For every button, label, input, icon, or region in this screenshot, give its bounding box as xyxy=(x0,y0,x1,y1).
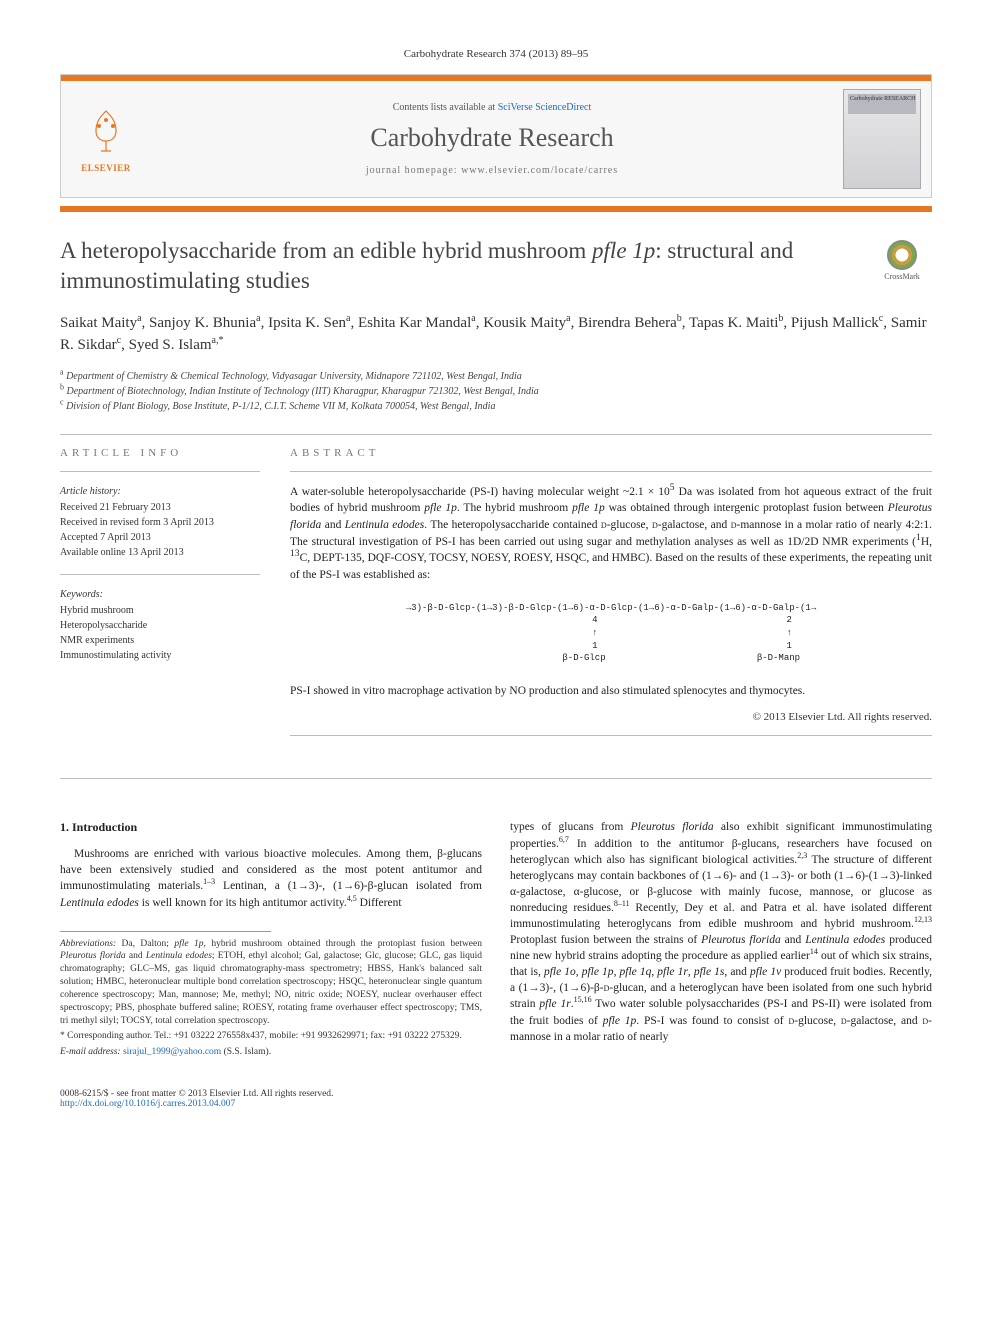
elsevier-tree-icon xyxy=(81,106,131,156)
abbreviations-footnote: Abbreviations: Da, Dalton; pfle 1p, hybr… xyxy=(60,938,482,1028)
abstract-tail: PS-I showed in vitro macrophage activati… xyxy=(290,683,932,700)
keyword-line: Heteropolysaccharide xyxy=(60,618,260,633)
journal-reference: Carbohydrate Research 374 (2013) 89–95 xyxy=(60,48,932,60)
affiliations: a Department of Chemistry & Chemical Tec… xyxy=(60,369,932,414)
crossmark-label: CrossMark xyxy=(872,272,932,282)
divider xyxy=(60,778,932,779)
email-suffix: (S.S. Islam). xyxy=(224,1047,272,1057)
article-title: A heteropolysaccharide from an edible hy… xyxy=(60,236,932,296)
journal-header: ELSEVIER Contents lists available at Sci… xyxy=(60,74,932,198)
body-right-column: types of glucans from Pleurotus florida … xyxy=(510,819,932,1058)
email-footnote: E-mail address: sirajul_1999@yahoo.com (… xyxy=(60,1046,482,1059)
divider xyxy=(60,574,260,575)
crossmark-badge[interactable]: CrossMark xyxy=(872,240,932,282)
abstract-text: A water-soluble heteropolysaccharide (PS… xyxy=(290,484,932,584)
intro-paragraph-left: Mushrooms are enriched with various bioa… xyxy=(60,846,482,910)
section-heading-intro: 1. Introduction xyxy=(60,819,482,836)
keywords-heading: Keywords: xyxy=(60,587,260,602)
homepage-prefix: journal homepage: xyxy=(366,165,461,176)
corresponding-email-link[interactable]: sirajul_1999@yahoo.com xyxy=(123,1047,221,1057)
elsevier-label: ELSEVIER xyxy=(71,163,141,173)
sciencedirect-link[interactable]: SciVerse ScienceDirect xyxy=(498,102,592,113)
doi-link[interactable]: http://dx.doi.org/10.1016/j.carres.2013.… xyxy=(60,1099,235,1109)
structure-diagram: →3)-β-D-Glcp-(1→3)-β-D-Glcp-(1→6)-α-D-Gl… xyxy=(290,602,932,665)
abstract-column: ABSTRACT A water-soluble heteropolysacch… xyxy=(290,447,932,749)
keyword-line: Immunostimulating activity xyxy=(60,648,260,663)
journal-title: Carbohydrate Research xyxy=(151,123,833,153)
email-label: E-mail address: xyxy=(60,1047,121,1057)
contents-prefix: Contents lists available at xyxy=(393,102,498,113)
article-info-label: ARTICLE INFO xyxy=(60,447,260,459)
history-line: Received in revised form 3 April 2013 xyxy=(60,515,260,530)
keyword-line: NMR experiments xyxy=(60,633,260,648)
article-history: Article history: Received 21 February 20… xyxy=(60,484,260,560)
history-line: Available online 13 April 2013 xyxy=(60,545,260,560)
divider xyxy=(60,434,932,435)
divider xyxy=(290,471,932,472)
crossmark-icon xyxy=(887,240,917,270)
elsevier-logo: ELSEVIER xyxy=(61,106,151,173)
body-left-column: 1. Introduction Mushrooms are enriched w… xyxy=(60,819,482,1058)
contents-available-line: Contents lists available at SciVerse Sci… xyxy=(151,102,833,113)
affiliation-line: a Department of Chemistry & Chemical Tec… xyxy=(60,369,932,384)
cover-title: Carbohydrate RESEARCH xyxy=(850,96,916,102)
history-line: Received 21 February 2013 xyxy=(60,500,260,515)
journal-cover-thumbnail: Carbohydrate RESEARCH xyxy=(843,89,921,189)
corresponding-author-footnote: * Corresponding author. Tel.: +91 03222 … xyxy=(60,1030,482,1043)
author-list: Saikat Maitya, Sanjoy K. Bhuniaa, Ipsita… xyxy=(60,312,932,357)
article-info-column: ARTICLE INFO Article history: Received 2… xyxy=(60,447,260,749)
history-line: Accepted 7 April 2013 xyxy=(60,530,260,545)
keyword-line: Hybrid mushroom xyxy=(60,603,260,618)
divider xyxy=(290,735,932,736)
keywords-block: Keywords: Hybrid mushroomHeteropolysacch… xyxy=(60,587,260,663)
article-title-text: A heteropolysaccharide from an edible hy… xyxy=(60,238,793,293)
footnote-separator xyxy=(60,931,271,932)
abstract-label: ABSTRACT xyxy=(290,447,932,459)
front-matter-line: 0008-6215/$ - see front matter © 2013 El… xyxy=(60,1089,932,1099)
history-heading: Article history: xyxy=(60,484,260,499)
abstract-copyright: © 2013 Elsevier Ltd. All rights reserved… xyxy=(290,711,932,723)
header-bottom-rule xyxy=(60,206,932,212)
affiliation-line: b Department of Biotechnology, Indian In… xyxy=(60,384,932,399)
page-footer: 0008-6215/$ - see front matter © 2013 El… xyxy=(60,1089,932,1109)
divider xyxy=(60,471,260,472)
homepage-url[interactable]: www.elsevier.com/locate/carres xyxy=(461,165,618,176)
affiliation-line: c Division of Plant Biology, Bose Instit… xyxy=(60,399,932,414)
journal-homepage-line: journal homepage: www.elsevier.com/locat… xyxy=(151,165,833,176)
body-two-column: 1. Introduction Mushrooms are enriched w… xyxy=(60,819,932,1058)
footnotes: Abbreviations: Da, Dalton; pfle 1p, hybr… xyxy=(60,938,482,1059)
intro-paragraph-right: types of glucans from Pleurotus florida … xyxy=(510,819,932,1044)
